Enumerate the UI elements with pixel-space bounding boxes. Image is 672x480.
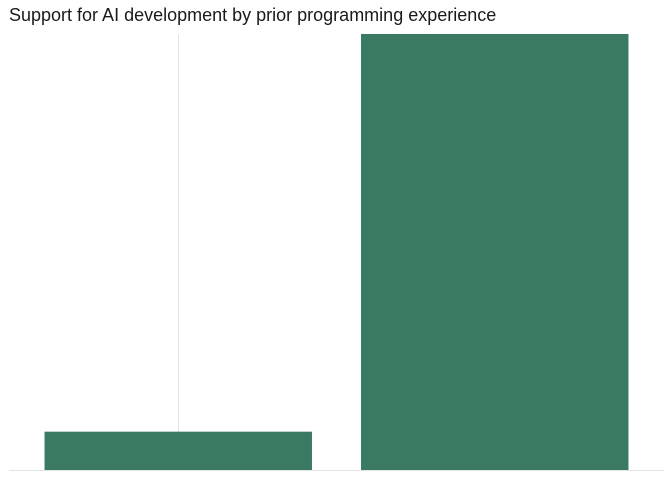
- bar-2: [361, 34, 629, 471]
- bar-1: [44, 431, 312, 471]
- chart-title: Support for AI development by prior prog…: [9, 5, 497, 25]
- bars-layer: [44, 34, 629, 471]
